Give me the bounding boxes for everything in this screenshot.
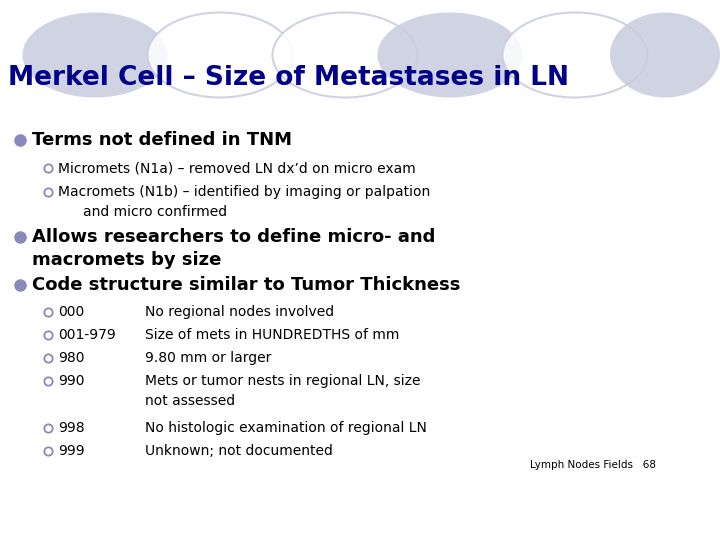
Ellipse shape — [272, 12, 418, 98]
Text: No regional nodes involved: No regional nodes involved — [145, 305, 334, 319]
Ellipse shape — [610, 12, 720, 98]
Text: 980: 980 — [58, 351, 84, 365]
Text: 998: 998 — [58, 421, 85, 435]
Text: Code structure similar to Tumor Thickness: Code structure similar to Tumor Thicknes… — [32, 276, 460, 294]
Text: and micro confirmed: and micro confirmed — [83, 205, 227, 219]
Text: 000: 000 — [58, 305, 84, 319]
Text: 999: 999 — [58, 444, 85, 458]
Text: macromets by size: macromets by size — [32, 251, 221, 269]
Ellipse shape — [22, 12, 168, 98]
Text: Terms not defined in TNM: Terms not defined in TNM — [32, 131, 292, 149]
Text: Mets or tumor nests in regional LN, size: Mets or tumor nests in regional LN, size — [145, 374, 420, 388]
Text: Macromets (N1b) – identified by imaging or palpation: Macromets (N1b) – identified by imaging … — [58, 185, 431, 199]
Text: not assessed: not assessed — [145, 394, 235, 408]
Text: Micromets (N1a) – removed LN dx’d on micro exam: Micromets (N1a) – removed LN dx’d on mic… — [58, 161, 415, 175]
Text: No histologic examination of regional LN: No histologic examination of regional LN — [145, 421, 427, 435]
Text: Allows researchers to define micro- and: Allows researchers to define micro- and — [32, 228, 436, 246]
Text: 001-979: 001-979 — [58, 328, 116, 342]
Text: 990: 990 — [58, 374, 84, 388]
Ellipse shape — [503, 12, 647, 98]
Text: 9.80 mm or larger: 9.80 mm or larger — [145, 351, 271, 365]
Text: Size of mets in HUNDREDTHS of mm: Size of mets in HUNDREDTHS of mm — [145, 328, 400, 342]
Text: Unknown; not documented: Unknown; not documented — [145, 444, 333, 458]
Ellipse shape — [148, 12, 292, 98]
Text: Lymph Nodes Fields   68: Lymph Nodes Fields 68 — [530, 460, 656, 470]
Text: Merkel Cell – Size of Metastases in LN: Merkel Cell – Size of Metastases in LN — [8, 65, 569, 91]
Ellipse shape — [377, 12, 523, 98]
